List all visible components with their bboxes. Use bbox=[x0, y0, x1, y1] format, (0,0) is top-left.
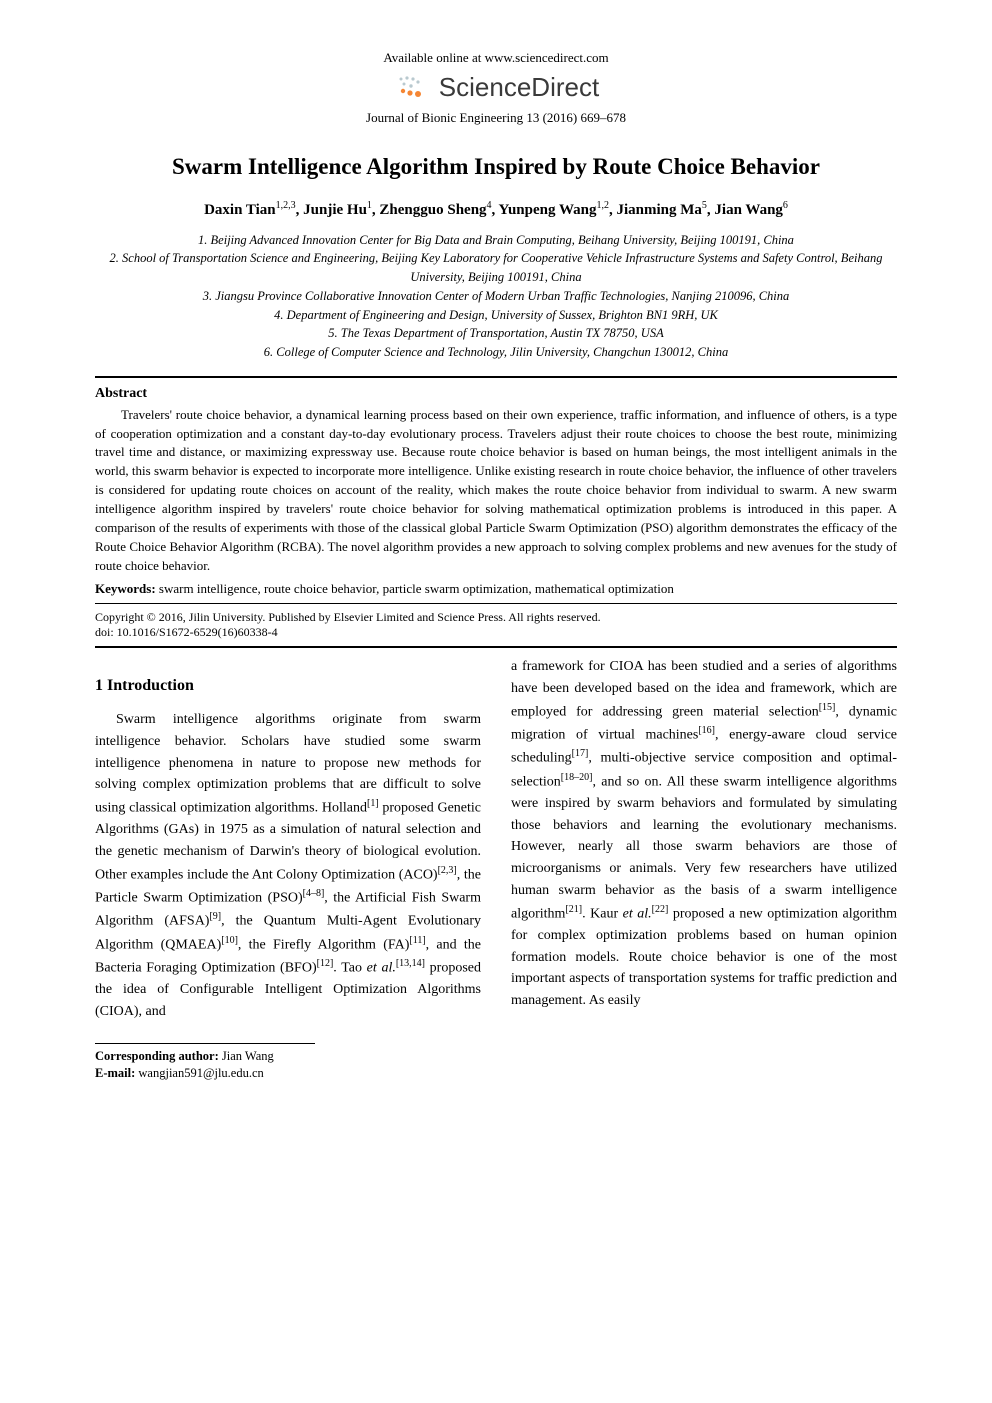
keywords-text: swarm intelligence, route choice behavio… bbox=[156, 581, 674, 596]
email-label: E-mail: bbox=[95, 1066, 135, 1080]
body-two-column: 1 Introduction Swarm intelligence algori… bbox=[95, 656, 897, 1022]
affiliation: 3. Jiangsu Province Collaborative Innova… bbox=[95, 287, 897, 306]
authors-line: Daxin Tian1,2,3, Junjie Hu1, Zhengguo Sh… bbox=[95, 200, 897, 219]
keywords-line: Keywords: swarm intelligence, route choi… bbox=[95, 581, 897, 597]
doi-line: doi: 10.1016/S1672-6529(16)60338-4 bbox=[95, 625, 897, 640]
email-value: wangjian591@jlu.edu.cn bbox=[135, 1066, 264, 1080]
intro-paragraph-left: Swarm intelligence algorithms originate … bbox=[95, 709, 481, 1023]
paper-title: Swarm Intelligence Algorithm Inspired by… bbox=[95, 154, 897, 180]
corresponding-name: Jian Wang bbox=[219, 1049, 274, 1063]
copyright-line: Copyright © 2016, Jilin University. Publ… bbox=[95, 610, 897, 625]
rule-bottom bbox=[95, 646, 897, 648]
rule-mid bbox=[95, 603, 897, 604]
affiliation: 6. College of Computer Science and Techn… bbox=[95, 343, 897, 362]
affiliation: 5. The Texas Department of Transportatio… bbox=[95, 324, 897, 343]
column-right: a framework for CIOA has been studied an… bbox=[511, 656, 897, 1022]
rule-top bbox=[95, 376, 897, 378]
footer-separator bbox=[95, 1043, 315, 1044]
sciencedirect-text: ScienceDirect bbox=[439, 72, 599, 103]
journal-citation: Journal of Bionic Engineering 13 (2016) … bbox=[95, 110, 897, 126]
intro-paragraph-right: a framework for CIOA has been studied an… bbox=[511, 656, 897, 1011]
corresponding-author-block: Corresponding author: Jian Wang E-mail: … bbox=[95, 1048, 897, 1083]
affiliation: 1. Beijing Advanced Innovation Center fo… bbox=[95, 231, 897, 250]
affiliations-block: 1. Beijing Advanced Innovation Center fo… bbox=[95, 231, 897, 362]
available-online-text: Available online at www.sciencedirect.co… bbox=[95, 50, 897, 66]
affiliation: 2. School of Transportation Science and … bbox=[95, 249, 897, 287]
column-left: 1 Introduction Swarm intelligence algori… bbox=[95, 656, 481, 1022]
paper-page: Available online at www.sciencedirect.co… bbox=[0, 0, 992, 1403]
keywords-label: Keywords: bbox=[95, 581, 156, 596]
abstract-text: Travelers' route choice behavior, a dyna… bbox=[95, 406, 897, 576]
sciencedirect-logo-icon bbox=[393, 73, 433, 103]
section-1-heading: 1 Introduction bbox=[95, 674, 481, 699]
affiliation: 4. Department of Engineering and Design,… bbox=[95, 306, 897, 325]
abstract-heading: Abstract bbox=[95, 386, 897, 402]
corresponding-label: Corresponding author: bbox=[95, 1049, 219, 1063]
sciencedirect-brand: ScienceDirect bbox=[95, 72, 897, 108]
